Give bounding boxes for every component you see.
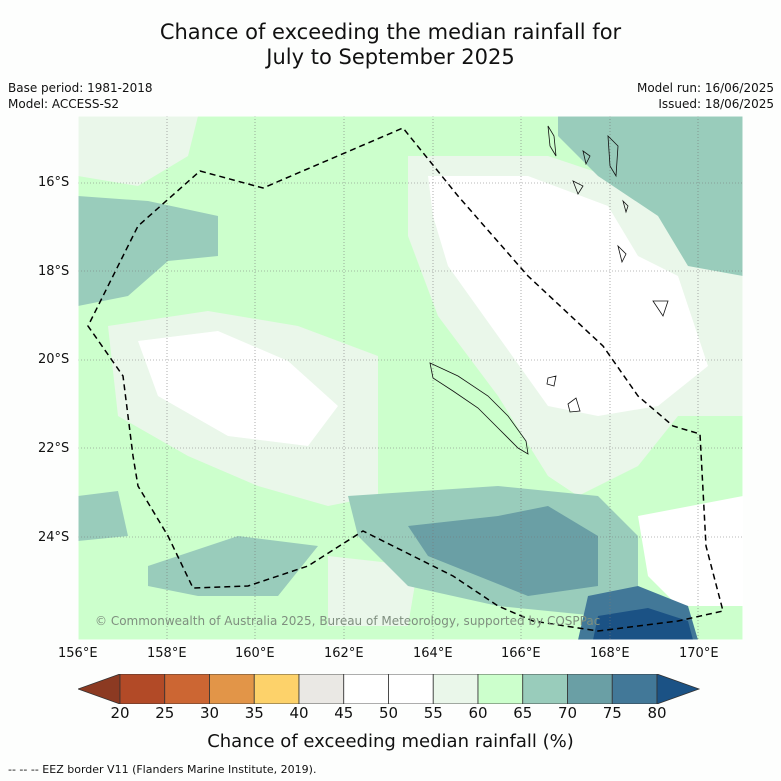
colorbar-tick-label: 30	[199, 704, 220, 722]
lon-label-168e: 168°E	[590, 646, 630, 661]
eez-legend: -- -- -- EEZ border V11 (Flanders Marine…	[8, 763, 317, 776]
colorbar-tick-label: 80	[647, 704, 667, 722]
eez-border	[87, 127, 724, 632]
teal-region-southwest	[78, 491, 128, 541]
colorbar-tick-label: 55	[423, 704, 443, 722]
deepblue-region-southeast	[593, 608, 693, 640]
base-period: Base period: 1981-2018	[8, 81, 153, 95]
colorbar-segment	[119, 674, 166, 704]
colorbar-segment	[298, 674, 345, 704]
title-line-2: July to September 2025	[266, 45, 515, 69]
colorbar-tick-label: 25	[155, 704, 175, 722]
lat-label-18s: 18°S	[38, 264, 70, 279]
teal-region-west	[78, 196, 218, 306]
lon-label-166e: 166°E	[501, 646, 541, 661]
loyalty-islands	[546, 375, 581, 413]
lat-label-24s: 24°S	[38, 530, 70, 545]
lat-label-22s: 22°S	[38, 441, 70, 456]
white-region-central	[138, 331, 338, 446]
colorbar-segment	[567, 674, 613, 704]
model-run: Model run: 16/06/2025	[636, 81, 774, 95]
white-region-east	[428, 176, 708, 416]
colorbar-segment	[522, 674, 568, 704]
title-line-1: Chance of exceeding the median rainfall …	[159, 20, 622, 44]
colorbar	[78, 674, 701, 704]
rainfall-map	[78, 116, 743, 640]
colorbar-extension-low	[78, 674, 121, 704]
colorbar-tick-label: 65	[513, 704, 533, 722]
darkteal-region-sea	[408, 506, 598, 596]
colorbar-tick-label: 20	[110, 704, 130, 722]
lon-label-158e: 158°E	[147, 646, 187, 661]
lon-label-164e: 164°E	[413, 646, 453, 661]
lat-label-20s: 20°S	[38, 352, 70, 367]
lat-label-16s: 16°S	[38, 175, 70, 190]
model-name: Model: ACCESS-S2	[8, 97, 120, 111]
lon-label-156e: 156°E	[58, 646, 98, 661]
teal-region-south	[148, 536, 318, 596]
colorbar-tick-label: 60	[468, 704, 488, 722]
lon-label-170e: 170°E	[679, 646, 719, 661]
issued-date: Issued: 18/06/2025	[658, 97, 774, 111]
colorbar-extension-high	[656, 674, 701, 704]
lon-label-160e: 160°E	[235, 646, 275, 661]
pale-region-southeast	[638, 496, 743, 606]
new-caledonia-island	[429, 362, 529, 455]
colorbar-segment	[253, 674, 300, 704]
colorbar-tick-label: 75	[602, 704, 622, 722]
colorbar-tick-label: 50	[378, 704, 399, 722]
colorbar-segment	[477, 674, 524, 704]
colorbar-segment	[343, 674, 389, 704]
colorbar-segment	[164, 674, 210, 704]
colorbar-tick-label: 70	[557, 704, 578, 722]
colorbar-segment	[611, 674, 658, 704]
colorbar-segment	[432, 674, 479, 704]
colorbar-tick-label: 45	[334, 704, 354, 722]
vanuatu-islands	[547, 125, 669, 317]
colorbar-title: Chance of exceeding median rainfall (%)	[207, 731, 574, 752]
lon-label-162e: 162°E	[324, 646, 364, 661]
pale-region-north	[78, 116, 198, 186]
colorbar-tick-label: 40	[289, 704, 309, 722]
colorbar-segment	[388, 674, 434, 704]
colorbar-tick-label: 35	[244, 704, 264, 722]
colorbar-segment	[209, 674, 255, 704]
copyright-text: © Commonwealth of Australia 2025, Bureau…	[95, 614, 601, 628]
teal-region-northeast	[558, 116, 743, 276]
